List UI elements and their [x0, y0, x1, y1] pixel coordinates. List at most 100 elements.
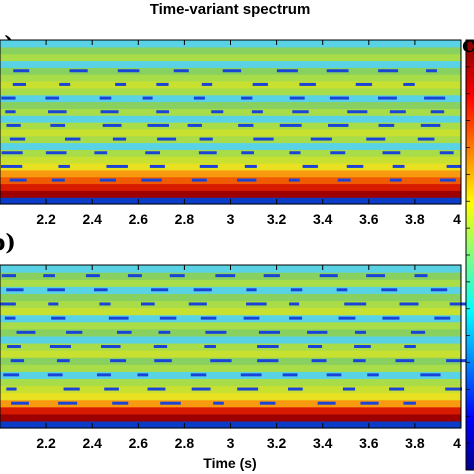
spectrum-dash: [360, 401, 379, 405]
spectrum-dash: [392, 164, 405, 168]
spectrum-dash: [99, 302, 111, 306]
spectrum-dash: [48, 302, 59, 306]
spectrum-dash: [253, 137, 274, 141]
spectrum-dash: [377, 96, 397, 100]
spectrum-dash: [395, 359, 415, 363]
spectrum-dash: [299, 82, 316, 86]
spectrum-dash: [424, 96, 446, 100]
spectrum-dash: [108, 316, 129, 320]
x-tick-label: 3.4: [313, 211, 333, 227]
spectrum-dash: [251, 110, 263, 114]
spectrum-dash: [153, 345, 168, 348]
spectrum-dash: [292, 110, 309, 114]
spectrum-band: [0, 413, 461, 422]
spectrum-dash: [246, 302, 267, 306]
spectrum-dash: [141, 178, 162, 182]
spectrum-band: [0, 342, 461, 351]
spectrum-dash: [112, 137, 127, 141]
spectrum-dash: [6, 288, 24, 292]
spectrum-dash: [353, 359, 366, 363]
spectrum-dash: [366, 274, 386, 278]
x-tick-label: 2.6: [129, 211, 149, 227]
spectrum-dash: [288, 178, 300, 182]
spectrum-dash: [237, 387, 259, 391]
spectrum-dash: [326, 69, 349, 73]
spectrum-dash: [367, 373, 379, 377]
x-tick-label: 3: [227, 435, 235, 451]
x-tick-label: 2.8: [175, 435, 195, 451]
spectrum-dash: [257, 345, 279, 348]
spectrum-dash: [187, 123, 202, 127]
colorbar-label: c): [462, 32, 474, 58]
spectrum-dash: [410, 330, 426, 334]
spectrum-band: [0, 142, 461, 150]
spectrum-band: [0, 399, 461, 408]
heatmap-panel-a: 2.2 2.4 2.6 2.8 3 3.2 3.4 3.6 3.8 4: [0, 39, 462, 227]
spectrum-dash: [241, 151, 255, 155]
spectrum-dash: [48, 110, 67, 114]
spectrum-dash: [56, 359, 70, 363]
spectrum-band: [0, 176, 461, 185]
spectrum-dash: [142, 96, 153, 100]
spectrum-dash: [4, 316, 16, 320]
spectrum-band: [0, 385, 461, 394]
spectrum-dash: [326, 373, 342, 377]
spectrum-dash: [13, 69, 30, 73]
spectrum-dash: [213, 401, 224, 405]
colorbar: c): [462, 32, 474, 471]
spectrum-band: [0, 293, 461, 302]
spectrum-band: [0, 371, 461, 379]
spectrum-dash: [51, 178, 65, 182]
spectrum-dash: [117, 69, 140, 73]
spectrum-band: [0, 81, 461, 89]
spectrum-dash: [403, 401, 416, 405]
spectrum-dash: [289, 96, 305, 100]
spectrum-dash: [147, 123, 169, 127]
spectrum-dash: [446, 164, 461, 168]
spectrum-dash: [430, 110, 445, 114]
spectrum-dash: [237, 178, 257, 182]
x-tick-label: 3: [227, 211, 235, 227]
spectrum-dash: [329, 96, 349, 100]
spectrum-dash: [9, 137, 26, 141]
spectrum-dash: [404, 345, 416, 348]
spectrum-dash: [47, 373, 63, 377]
x-tick-label: 3.6: [359, 211, 379, 227]
spectrum-dash: [252, 82, 268, 86]
spectrum-dash: [140, 302, 155, 306]
x-tick-label: 2.2: [36, 211, 56, 227]
spectrum-dash: [173, 69, 189, 73]
spectrum-dash: [434, 316, 451, 320]
spectrum-dash: [156, 110, 170, 114]
x-tick-label: 3.8: [405, 435, 425, 451]
spectrum-dash: [66, 330, 83, 334]
spectrum-dash: [414, 274, 428, 278]
spectrum-dash: [101, 345, 121, 348]
spectrum-dash: [188, 302, 207, 306]
spectrum-band: [0, 321, 461, 330]
spectrum-dash: [7, 345, 21, 348]
spectrum-band: [0, 364, 461, 372]
spectrum-dash: [346, 164, 364, 168]
spectrum-dash: [156, 82, 169, 86]
spectrum-dash: [199, 137, 213, 141]
spectrum-dash: [276, 69, 298, 73]
spectrum-dash: [50, 123, 66, 127]
spectrum-dash: [381, 288, 398, 292]
spectrum-dash: [158, 330, 171, 334]
spectrum-dash: [201, 82, 213, 86]
spectrum-dash: [311, 359, 327, 363]
spectrum-band: [0, 94, 461, 103]
x-tick-label: 4: [453, 435, 461, 451]
spectrum-dash: [58, 164, 70, 168]
spectrum-dash: [355, 82, 373, 86]
spectrum-dash: [51, 316, 66, 320]
spectrum-dash: [445, 387, 463, 391]
spectrum-dash: [3, 373, 20, 377]
spectrum-dash: [282, 373, 298, 377]
spectrum-band: [0, 87, 461, 96]
spectrum-dash: [211, 110, 224, 114]
spectrum-band: [0, 406, 461, 415]
spectrum-dash: [382, 316, 400, 320]
spectrum-dash: [94, 151, 108, 155]
